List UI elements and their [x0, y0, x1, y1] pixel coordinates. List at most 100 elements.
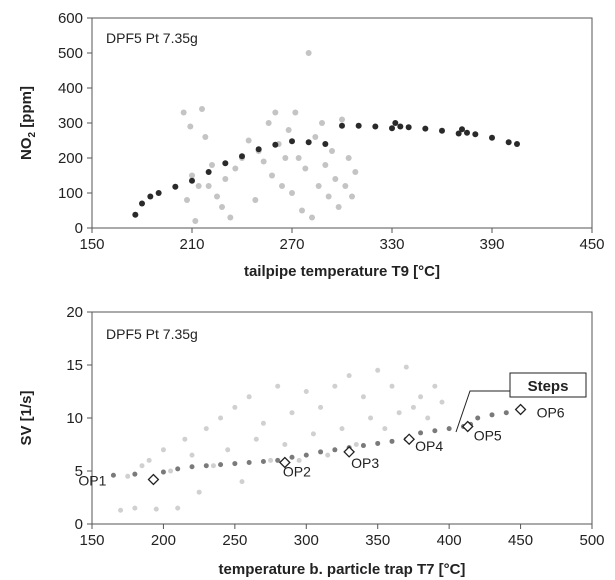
data-point	[260, 420, 266, 426]
data-point	[410, 404, 416, 410]
data-point	[422, 125, 429, 132]
y-tick-label: 100	[58, 185, 83, 202]
data-point	[118, 507, 124, 513]
operating-point-labels: OP1 OP2 OP3 OP4 OP5 OP6	[78, 403, 565, 488]
op-marker	[278, 456, 291, 469]
data-point	[275, 457, 281, 463]
x-tick-label: 250	[222, 532, 247, 549]
x-tick-label: 210	[179, 236, 204, 253]
y-tick-label: 500	[58, 45, 83, 62]
data-point	[203, 426, 209, 432]
data-point	[222, 176, 229, 182]
callout-box	[509, 372, 587, 398]
y-tick-label: 20	[66, 304, 83, 321]
data-point	[272, 141, 279, 148]
op-marker	[403, 433, 416, 446]
data-point	[265, 120, 272, 126]
bottom-tick-labels: 150 200 250 300 350 400 450 500 0 5 10 15 20	[66, 304, 604, 549]
data-point	[189, 452, 195, 458]
data-point	[180, 109, 187, 116]
data-point	[289, 454, 295, 460]
data-point	[199, 106, 205, 112]
data-point	[175, 466, 181, 472]
x-tick-label: 390	[479, 236, 504, 253]
y-tick-label: 5	[75, 463, 83, 480]
data-point	[282, 155, 289, 161]
callout-label: Steps	[528, 378, 569, 395]
data-point	[285, 127, 292, 133]
data-point	[475, 415, 481, 421]
op-label: OP6	[537, 405, 565, 421]
data-point	[309, 214, 315, 221]
data-point	[160, 469, 166, 475]
data-point	[289, 190, 295, 196]
op-label: OP3	[351, 455, 379, 471]
data-point	[175, 505, 181, 511]
op-label: OP5	[474, 427, 502, 443]
data-point	[132, 505, 138, 511]
data-point	[187, 123, 194, 130]
data-point	[155, 190, 162, 196]
data-point	[255, 146, 262, 153]
data-point	[292, 109, 299, 116]
op-label: OP1	[78, 472, 106, 488]
x-tick-label: 450	[508, 532, 533, 549]
data-point	[189, 172, 195, 179]
data-point	[227, 214, 234, 221]
data-point	[332, 447, 338, 453]
bottom-data-points	[110, 364, 524, 513]
data-point	[349, 193, 355, 200]
bottom-annotation: DPF5 Pt 7.35g	[106, 326, 198, 342]
data-point	[319, 120, 325, 126]
op-marker	[514, 403, 527, 416]
data-point	[218, 462, 224, 468]
data-point	[269, 172, 275, 179]
data-point	[339, 116, 345, 123]
data-point	[125, 473, 131, 479]
y-tick-label: 300	[58, 115, 83, 132]
data-point	[464, 129, 470, 136]
data-point	[375, 440, 381, 446]
data-point	[392, 120, 399, 126]
chart-top: 150 210 270 330 390 450 0 100 200 300 400 500 600 DP…	[18, 10, 605, 280]
x-tick-label: 150	[79, 532, 104, 549]
data-point	[246, 394, 252, 400]
data-point	[146, 457, 152, 463]
data-point	[253, 436, 259, 442]
top-data-points	[132, 50, 520, 224]
series-0	[118, 364, 445, 513]
data-point	[110, 472, 116, 478]
data-point	[210, 463, 216, 469]
data-point	[296, 457, 302, 463]
data-point	[368, 415, 374, 421]
data-point	[147, 193, 154, 200]
data-point	[160, 447, 166, 453]
x-tick-label: 150	[79, 236, 104, 253]
data-point	[260, 458, 266, 464]
data-point	[232, 404, 238, 410]
op-marker	[147, 473, 160, 486]
y-tick-label: 400	[58, 80, 83, 97]
data-point	[339, 426, 345, 432]
data-point	[418, 430, 424, 436]
data-point	[132, 471, 138, 477]
data-point	[355, 122, 362, 129]
data-point	[389, 383, 395, 389]
data-point	[246, 460, 252, 466]
data-point	[289, 138, 295, 145]
bottom-y-axis-label: SV [1/s]	[18, 390, 35, 445]
data-point	[209, 162, 215, 168]
data-point	[382, 426, 388, 432]
data-point	[505, 139, 512, 146]
y-label-sub: 2	[27, 131, 38, 137]
y-tick-label: 600	[58, 10, 83, 27]
data-point	[303, 389, 309, 394]
data-point	[289, 410, 295, 416]
data-point	[514, 141, 520, 147]
data-point	[195, 183, 202, 189]
data-point	[455, 130, 462, 137]
data-point	[318, 404, 324, 410]
data-point	[339, 122, 345, 129]
data-point	[446, 426, 452, 432]
data-point	[203, 463, 209, 469]
